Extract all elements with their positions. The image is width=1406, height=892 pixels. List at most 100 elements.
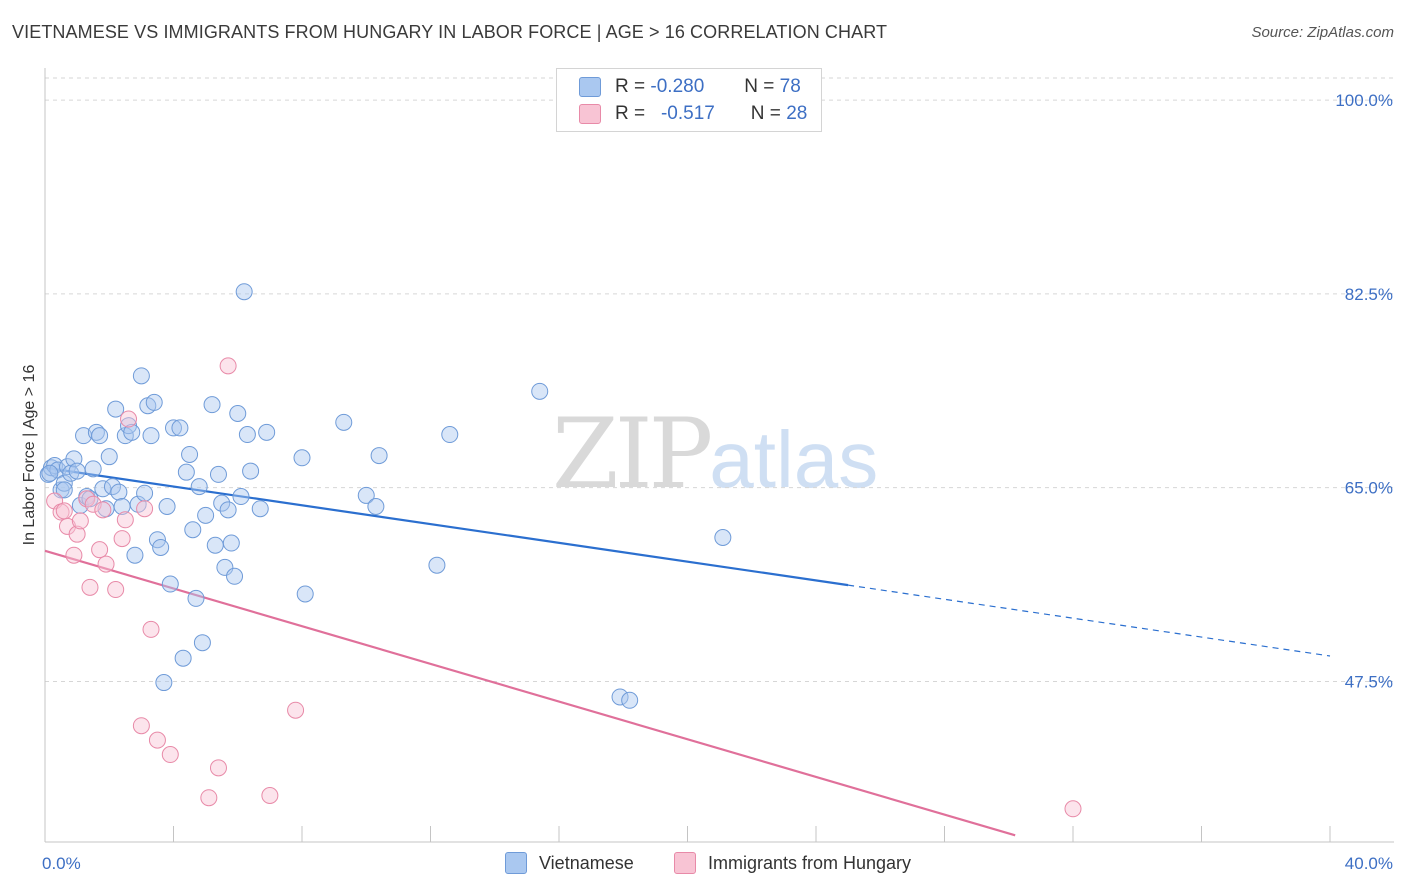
point-vietnamese [136,484,154,502]
point-vietnamese [222,534,240,552]
point-vietnamese [441,426,459,444]
point-vietnamese [197,506,215,524]
point-vietnamese [41,464,59,482]
point-hungary [200,789,218,807]
series-label: Immigrants from Hungary [708,852,912,873]
tick-labels: 47.5% 65.0% 82.5% 100.0% 0.0% 40.0% [42,91,1393,873]
point-vietnamese [367,498,385,516]
point-vietnamese [181,445,199,463]
point-vietnamese [611,688,629,706]
legend-n-label: N = [750,103,781,124]
series-legend: Vietnamese Immigrants from Hungary [0,852,1406,876]
point-vietnamese [62,464,80,482]
point-vietnamese [193,634,211,652]
point-hungary [113,530,131,548]
point-vietnamese [55,481,73,499]
point-vietnamese [209,465,227,483]
y-tick-label: 65.0% [1345,479,1393,498]
point-vietnamese [132,367,150,385]
x-tick-label: 40.0% [1345,854,1393,873]
point-vietnamese [357,486,375,504]
point-vietnamese [232,488,250,506]
point-vietnamese [187,589,205,607]
series-legend-vietnamese: Vietnamese [505,852,634,874]
legend-r-label: R = [615,103,646,124]
point-vietnamese [216,558,234,576]
point-hungary [68,525,86,543]
point-vietnamese [296,585,314,603]
point-hungary [1064,800,1082,818]
point-vietnamese [229,404,247,422]
x-tick-label: 0.0% [42,854,81,873]
trend-line-hungary [44,549,1016,837]
point-vietnamese [107,400,125,418]
point-vietnamese [152,538,170,556]
point-hungary [81,578,99,596]
y-tick-label: 100.0% [1335,91,1393,110]
trend-lines [44,466,1331,837]
correlation-legend: R = -0.280 N = 78 R = -0.517 N = 28 [556,68,822,132]
point-vietnamese [190,478,208,496]
point-vietnamese [370,447,388,465]
point-hungary [209,759,227,777]
point-vietnamese [531,382,549,400]
point-hungary [116,511,134,529]
point-vietnamese [84,460,102,478]
point-hungary [287,701,305,719]
point-hungary [97,555,115,573]
point-hungary [55,502,73,520]
series-swatch-hungary [674,852,696,874]
gridlines [45,77,1394,682]
point-hungary [120,410,138,428]
legend-row-vietnamese: R = -0.280 N = 78 [579,76,801,98]
point-vietnamese [203,396,221,414]
point-hungary [132,717,150,735]
series-legend-hungary: Immigrants from Hungary [674,852,911,874]
point-vietnamese [165,419,182,437]
point-vietnamese [123,423,141,441]
trend-line-vietnamese-extension [848,584,1331,657]
point-hungary [148,731,166,749]
series-swatch-vietnamese [505,852,527,874]
data-points [39,283,1082,818]
chart-title: VIETNAMESE VS IMMIGRANTS FROM HUNGARY IN… [12,22,888,42]
point-vietnamese [714,529,732,547]
point-vietnamese [213,494,231,512]
point-hungary [107,581,125,599]
point-hungary [94,501,112,519]
point-vietnamese [126,546,144,564]
legend-r-value: -0.280 [650,76,705,97]
watermark-atlas: atlas [709,415,879,504]
watermark-zip: ZIP [552,398,713,510]
point-vietnamese [293,449,311,467]
point-hungary [161,746,179,764]
point-vietnamese [142,427,160,445]
y-tick-label: 47.5% [1345,672,1393,691]
point-vietnamese [171,419,189,437]
point-vietnamese [145,393,163,411]
y-tick-label: 82.5% [1345,285,1393,304]
point-vietnamese [206,536,224,554]
legend-swatch-vietnamese [579,77,601,97]
point-hungary [219,357,237,375]
point-vietnamese [621,691,639,709]
point-vietnamese [155,674,173,692]
point-hungary [136,500,154,518]
point-vietnamese [158,498,176,516]
legend-r-value: -0.517 [660,103,715,124]
point-hungary [142,620,160,638]
point-hungary [65,546,83,564]
legend-row-hungary: R = -0.517 N = 28 [579,103,807,125]
point-vietnamese [55,474,73,492]
series-label: Vietnamese [539,852,634,873]
point-vietnamese [110,483,128,501]
point-vietnamese [238,426,256,444]
point-vietnamese [174,649,192,667]
legend-n-value: 78 [779,76,801,97]
point-hungary [71,512,89,530]
legend-r-label: R = [615,76,646,97]
point-vietnamese [68,462,86,480]
point-vietnamese [335,413,353,431]
point-vietnamese [91,427,109,445]
point-vietnamese [100,448,118,466]
